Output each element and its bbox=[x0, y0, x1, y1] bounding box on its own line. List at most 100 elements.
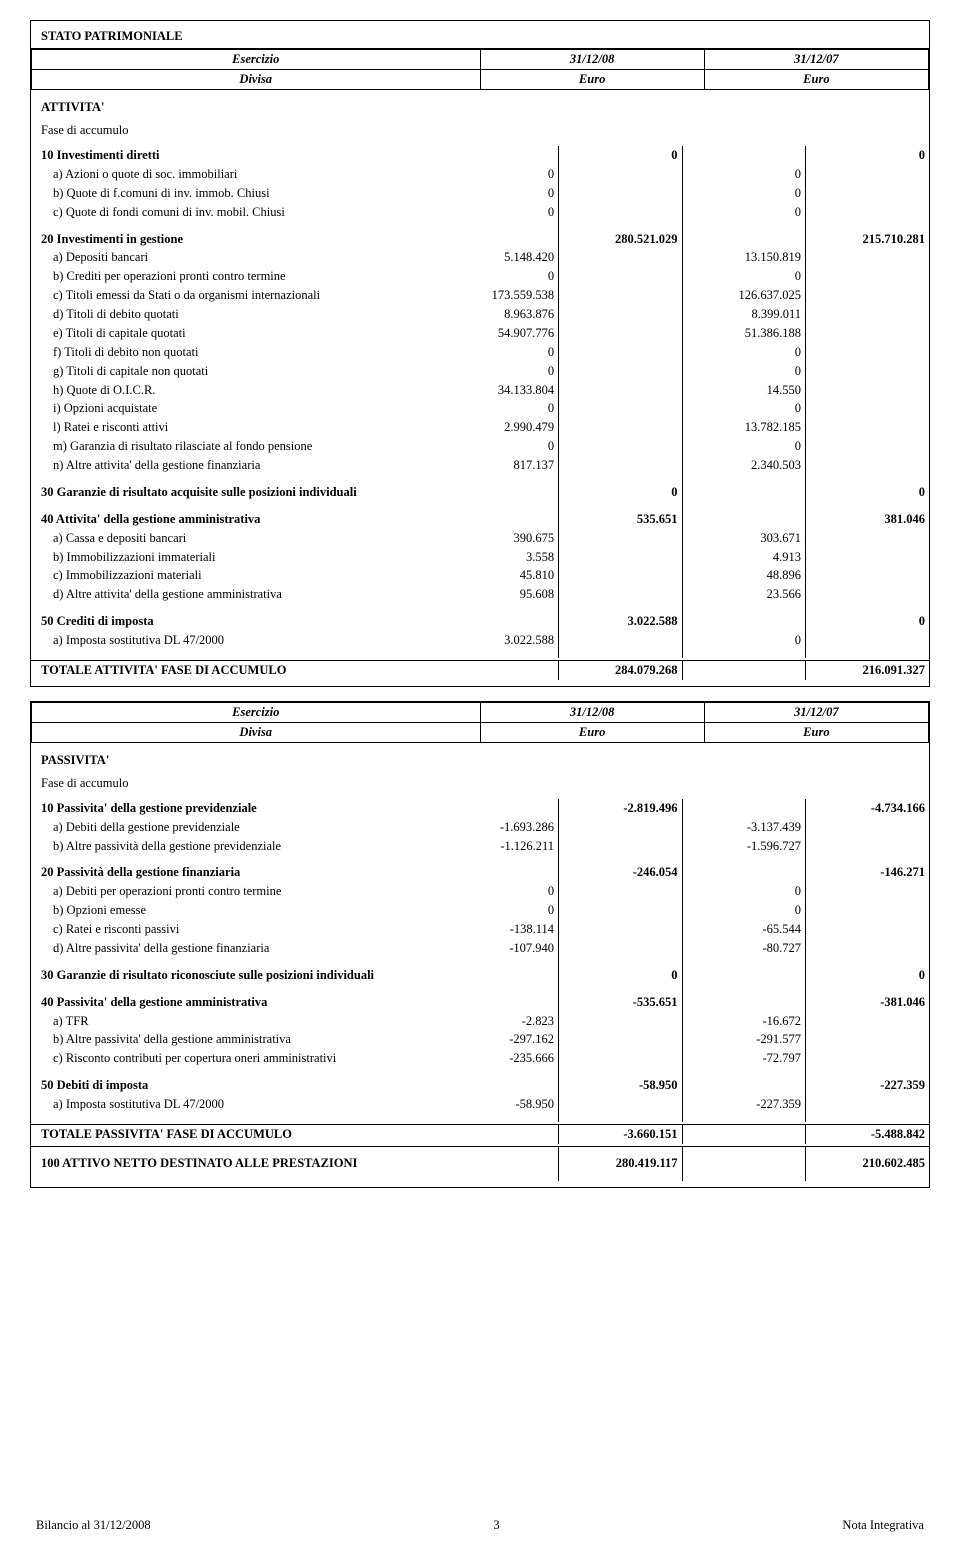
s40a-lbl: a) Cassa e depositi bancari bbox=[31, 529, 435, 548]
p40a-v1: -2.823 bbox=[435, 1012, 558, 1031]
s20m-v2: 0 bbox=[682, 437, 805, 456]
s20a-v2: 13.150.819 bbox=[682, 248, 805, 267]
s30-t2: 0 bbox=[806, 483, 930, 502]
s50-t1: 3.022.588 bbox=[559, 612, 682, 631]
passivita-header: Esercizio 31/12/08 31/12/07 Divisa Euro … bbox=[31, 702, 929, 743]
p40c-v1: -235.666 bbox=[435, 1049, 558, 1068]
s20n-lbl: n) Altre attivita' della gestione finanz… bbox=[31, 456, 435, 475]
tot-att-lbl: TOTALE ATTIVITA' FASE DI ACCUMULO bbox=[31, 660, 435, 679]
s20g-lbl: g) Titoli di capitale non quotati bbox=[31, 362, 435, 381]
s40b-v1: 3.558 bbox=[435, 548, 558, 567]
tot-pass-lbl: TOTALE PASSIVITA' FASE DI ACCUMULO bbox=[31, 1124, 435, 1143]
p10-t1: -2.819.496 bbox=[559, 799, 682, 818]
s20d-v2: 8.399.011 bbox=[682, 305, 805, 324]
s50-t2: 0 bbox=[806, 612, 930, 631]
s40-t2: 381.046 bbox=[806, 510, 930, 529]
p40c-lbl: c) Risconto contributi per copertura one… bbox=[31, 1049, 435, 1068]
p40a-lbl: a) TFR bbox=[31, 1012, 435, 1031]
s10c-v1: 0 bbox=[435, 203, 558, 222]
s20e-v2: 51.386.188 bbox=[682, 324, 805, 343]
s40d-lbl: d) Altre attivita' della gestione ammini… bbox=[31, 585, 435, 604]
s40-t1: 535.651 bbox=[559, 510, 682, 529]
esercizio-label-2: Esercizio bbox=[32, 702, 481, 722]
p20d-lbl: d) Altre passivita' della gestione finan… bbox=[31, 939, 435, 958]
p50-t1: -58.950 bbox=[559, 1076, 682, 1095]
attivita-section: STATO PATRIMONIALE Esercizio 31/12/08 31… bbox=[30, 20, 930, 687]
p40c-v2: -72.797 bbox=[682, 1049, 805, 1068]
p20c-lbl: c) Ratei e risconti passivi bbox=[31, 920, 435, 939]
s30-label: 30 Garanzie di risultato acquisite sulle… bbox=[31, 483, 435, 502]
p20-t1: -246.054 bbox=[559, 863, 682, 882]
p20b-v1: 0 bbox=[435, 901, 558, 920]
p20-label: 20 Passività della gestione finanziaria bbox=[31, 863, 435, 882]
footer-left: Bilancio al 31/12/2008 bbox=[36, 1518, 151, 1533]
s20b-lbl: b) Crediti per operazioni pronti contro … bbox=[31, 267, 435, 286]
s10a-lbl: a) Azioni o quote di soc. immobiliari bbox=[31, 165, 435, 184]
s20a-v1: 5.148.420 bbox=[435, 248, 558, 267]
s20c-v2: 126.637.025 bbox=[682, 286, 805, 305]
s40a-v2: 303.671 bbox=[682, 529, 805, 548]
attivita-header: Esercizio 31/12/08 31/12/07 Divisa Euro … bbox=[31, 49, 929, 90]
s20n-v1: 817.137 bbox=[435, 456, 558, 475]
s20g-v1: 0 bbox=[435, 362, 558, 381]
p100-label: 100 ATTIVO NETTO DESTINATO ALLE PRESTAZI… bbox=[31, 1154, 435, 1173]
p10b-lbl: b) Altre passività della gestione previd… bbox=[31, 837, 435, 856]
s20h-v2: 14.550 bbox=[682, 381, 805, 400]
s40c-v2: 48.896 bbox=[682, 566, 805, 585]
s20d-lbl: d) Titoli di debito quotati bbox=[31, 305, 435, 324]
p20d-v2: -80.727 bbox=[682, 939, 805, 958]
p10a-lbl: a) Debiti della gestione previdenziale bbox=[31, 818, 435, 837]
s20n-v2: 2.340.503 bbox=[682, 456, 805, 475]
s40b-v2: 4.913 bbox=[682, 548, 805, 567]
s20b-v2: 0 bbox=[682, 267, 805, 286]
p40b-v1: -297.162 bbox=[435, 1030, 558, 1049]
s50a-v2: 0 bbox=[682, 631, 805, 650]
p100-t2: 210.602.485 bbox=[806, 1154, 930, 1173]
p40-t1: -535.651 bbox=[559, 993, 682, 1012]
p20c-v2: -65.544 bbox=[682, 920, 805, 939]
s10-label: 10 Investimenti diretti bbox=[31, 146, 435, 165]
date1: 31/12/08 bbox=[480, 50, 704, 70]
p10b-v1: -1.126.211 bbox=[435, 837, 558, 856]
s10-t2: 0 bbox=[806, 146, 930, 165]
currency2: Euro bbox=[704, 70, 928, 90]
s20m-lbl: m) Garanzia di risultato rilasciate al f… bbox=[31, 437, 435, 456]
p50a-v2: -227.359 bbox=[682, 1095, 805, 1114]
s40d-v2: 23.566 bbox=[682, 585, 805, 604]
s20d-v1: 8.963.876 bbox=[435, 305, 558, 324]
s20a-lbl: a) Depositi bancari bbox=[31, 248, 435, 267]
attivita-table: 10 Investimenti diretti 0 0 a) Azioni o … bbox=[31, 146, 929, 680]
tot-pass-v1: -3.660.151 bbox=[559, 1124, 682, 1143]
p40-label: 40 Passivita' della gestione amministrat… bbox=[31, 993, 435, 1012]
s20i-v1: 0 bbox=[435, 399, 558, 418]
divisa-label-2: Divisa bbox=[32, 722, 481, 742]
s50a-v1: 3.022.588 bbox=[435, 631, 558, 650]
date1-2: 31/12/08 bbox=[480, 702, 704, 722]
tot-att-v2: 216.091.327 bbox=[806, 660, 930, 679]
s10-t1: 0 bbox=[559, 146, 682, 165]
passivita-section: Esercizio 31/12/08 31/12/07 Divisa Euro … bbox=[30, 701, 930, 1188]
s20i-v2: 0 bbox=[682, 399, 805, 418]
s20l-lbl: l) Ratei e risconti attivi bbox=[31, 418, 435, 437]
p20-t2: -146.271 bbox=[806, 863, 930, 882]
s20f-v2: 0 bbox=[682, 343, 805, 362]
p20d-v1: -107.940 bbox=[435, 939, 558, 958]
date2-2: 31/12/07 bbox=[704, 702, 928, 722]
esercizio-label: Esercizio bbox=[32, 50, 481, 70]
passivita-table: 10 Passivita' della gestione previdenzia… bbox=[31, 799, 929, 1181]
s20c-lbl: c) Titoli emessi da Stati o da organismi… bbox=[31, 286, 435, 305]
s20f-lbl: f) Titoli di debito non quotati bbox=[31, 343, 435, 362]
p20c-v1: -138.114 bbox=[435, 920, 558, 939]
p30-t1: 0 bbox=[559, 966, 682, 985]
stato-title: STATO PATRIMONIALE bbox=[31, 21, 929, 49]
s20b-v1: 0 bbox=[435, 267, 558, 286]
s20-label: 20 Investimenti in gestione bbox=[31, 230, 435, 249]
p20a-v2: 0 bbox=[682, 882, 805, 901]
attivita-label: ATTIVITA' bbox=[31, 96, 929, 119]
tot-att-v1: 284.079.268 bbox=[559, 660, 682, 679]
s20i-lbl: i) Opzioni acquistate bbox=[31, 399, 435, 418]
s40a-v1: 390.675 bbox=[435, 529, 558, 548]
p10b-v2: -1.596.727 bbox=[682, 837, 805, 856]
s10b-lbl: b) Quote di f.comuni di inv. immob. Chiu… bbox=[31, 184, 435, 203]
currency1-2: Euro bbox=[480, 722, 704, 742]
